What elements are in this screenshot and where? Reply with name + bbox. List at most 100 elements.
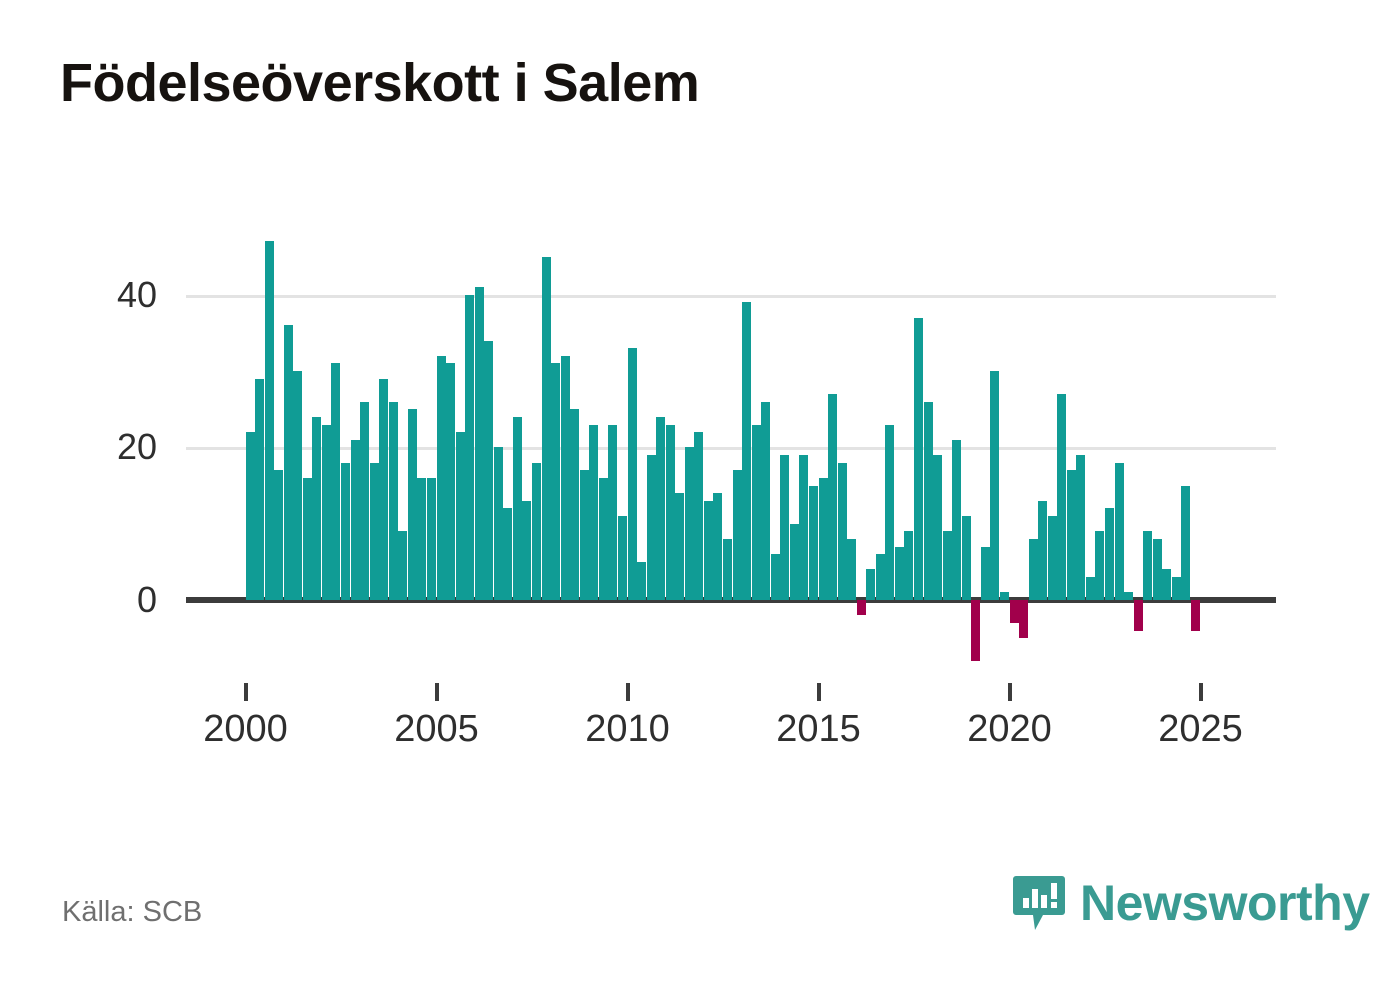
y-axis-tick-label: 20 [116, 426, 157, 468]
x-axis-tick-label: 2010 [585, 708, 670, 750]
bar-2009Q4 [617, 516, 627, 600]
bar-2005Q3 [455, 432, 465, 600]
bar-2000Q3 [264, 241, 274, 600]
x-axis-tick-label: 2000 [203, 708, 288, 750]
bar-2003Q3 [379, 378, 389, 600]
bar-2006Q2 [484, 340, 494, 600]
bar-2014Q1 [780, 455, 790, 600]
bar-2024Q2 [1171, 577, 1181, 600]
bar-2004Q4 [426, 477, 436, 600]
bar-2019Q1 [971, 600, 981, 662]
bar-2005Q2 [446, 363, 456, 600]
x-axis-tick-label: 2015 [776, 708, 861, 750]
bar-2009Q2 [598, 477, 608, 600]
bar-2007Q2 [522, 500, 532, 600]
bar-2000Q1 [245, 432, 255, 600]
bar-2021Q2 [1057, 393, 1067, 600]
bar-2008Q2 [560, 355, 570, 600]
bar-2015Q4 [847, 538, 857, 600]
bar-2009Q1 [589, 424, 599, 600]
bar-2020Q2 [1019, 600, 1029, 639]
bar-2022Q2 [1095, 531, 1105, 600]
bar-2022Q1 [1085, 577, 1095, 600]
bar-2020Q1 [1009, 600, 1019, 623]
bar-2020Q4 [1038, 500, 1048, 600]
bar-2007Q3 [532, 462, 541, 600]
bar-2002Q2 [331, 363, 341, 600]
bar-2023Q3 [1143, 531, 1153, 600]
bar-2015Q2 [828, 393, 838, 600]
bar-2012Q4 [732, 470, 742, 600]
bar-2011Q2 [675, 493, 685, 600]
bar-2004Q3 [417, 477, 427, 600]
source-note: Källa: SCB [62, 896, 203, 928]
page-title: Födelseöverskott i Salem [60, 53, 700, 113]
bar-2009Q3 [608, 424, 618, 600]
gridline-20 [186, 447, 1276, 451]
bar-2023Q4 [1152, 538, 1162, 600]
bar-2020Q3 [1028, 538, 1038, 600]
bar-2024Q1 [1162, 569, 1172, 600]
bar-2016Q4 [885, 424, 895, 600]
x-axis-tick [1007, 683, 1012, 701]
bar-2016Q2 [866, 569, 876, 600]
bar-2012Q1 [703, 500, 713, 600]
bar-2005Q4 [465, 294, 475, 600]
x-axis-tick-label: 2020 [967, 708, 1052, 750]
y-axis-tick-label: 40 [116, 273, 157, 315]
bar-2019Q4 [999, 592, 1009, 600]
bar-2018Q3 [952, 439, 962, 600]
bar-2016Q3 [875, 554, 885, 600]
bar-2017Q3 [914, 317, 923, 600]
bar-2008Q4 [579, 470, 589, 600]
bar-2018Q1 [933, 455, 943, 600]
bar-2006Q3 [493, 447, 503, 600]
bar-2002Q1 [321, 424, 331, 600]
bar-2016Q1 [856, 600, 866, 616]
bar-2012Q3 [723, 538, 732, 600]
bar-2005Q1 [436, 355, 446, 600]
bar-2022Q4 [1114, 462, 1124, 600]
bar-2000Q4 [274, 470, 284, 600]
bar-2024Q3 [1181, 485, 1191, 600]
y-axis-tick-label: 0 [136, 579, 157, 620]
bar-2022Q3 [1105, 508, 1114, 600]
x-axis-tick [816, 683, 821, 701]
bar-2011Q1 [665, 424, 675, 600]
bar-2013Q2 [751, 424, 761, 600]
bar-2023Q2 [1133, 600, 1143, 631]
bar-2014Q2 [789, 523, 799, 600]
x-axis-tick [1198, 683, 1203, 701]
bar-2004Q2 [407, 409, 417, 600]
bar-2013Q1 [742, 302, 752, 600]
bar-2014Q3 [799, 455, 809, 600]
bar-2010Q2 [637, 561, 647, 600]
newsworthy-logo: Newsworthy [1012, 874, 1370, 932]
bar-2011Q3 [684, 447, 694, 600]
bar-2003Q2 [369, 462, 379, 600]
bar-2023Q1 [1124, 592, 1134, 600]
bar-2011Q4 [694, 432, 704, 600]
bar-2021Q1 [1047, 516, 1057, 600]
x-axis-tick [625, 683, 630, 701]
bar-2001Q1 [283, 325, 293, 600]
bar-2012Q2 [713, 493, 723, 600]
bar-2014Q4 [808, 485, 818, 600]
bar-2008Q1 [551, 363, 561, 600]
bar-2021Q3 [1066, 470, 1076, 600]
bar-2015Q1 [818, 477, 828, 600]
bar-2010Q4 [656, 416, 666, 600]
bar-2010Q1 [627, 348, 637, 600]
bar-2002Q4 [350, 439, 360, 600]
bar-2013Q3 [761, 401, 771, 600]
bar-2024Q4 [1190, 600, 1200, 631]
bar-2021Q4 [1076, 455, 1086, 600]
bar-2017Q2 [904, 531, 914, 600]
bar-2019Q3 [990, 371, 1000, 600]
bar-2000Q2 [255, 378, 265, 600]
bar-2010Q3 [646, 455, 656, 600]
x-axis-line [186, 597, 1276, 603]
bar-2015Q3 [837, 462, 847, 600]
bar-2002Q3 [341, 462, 350, 600]
